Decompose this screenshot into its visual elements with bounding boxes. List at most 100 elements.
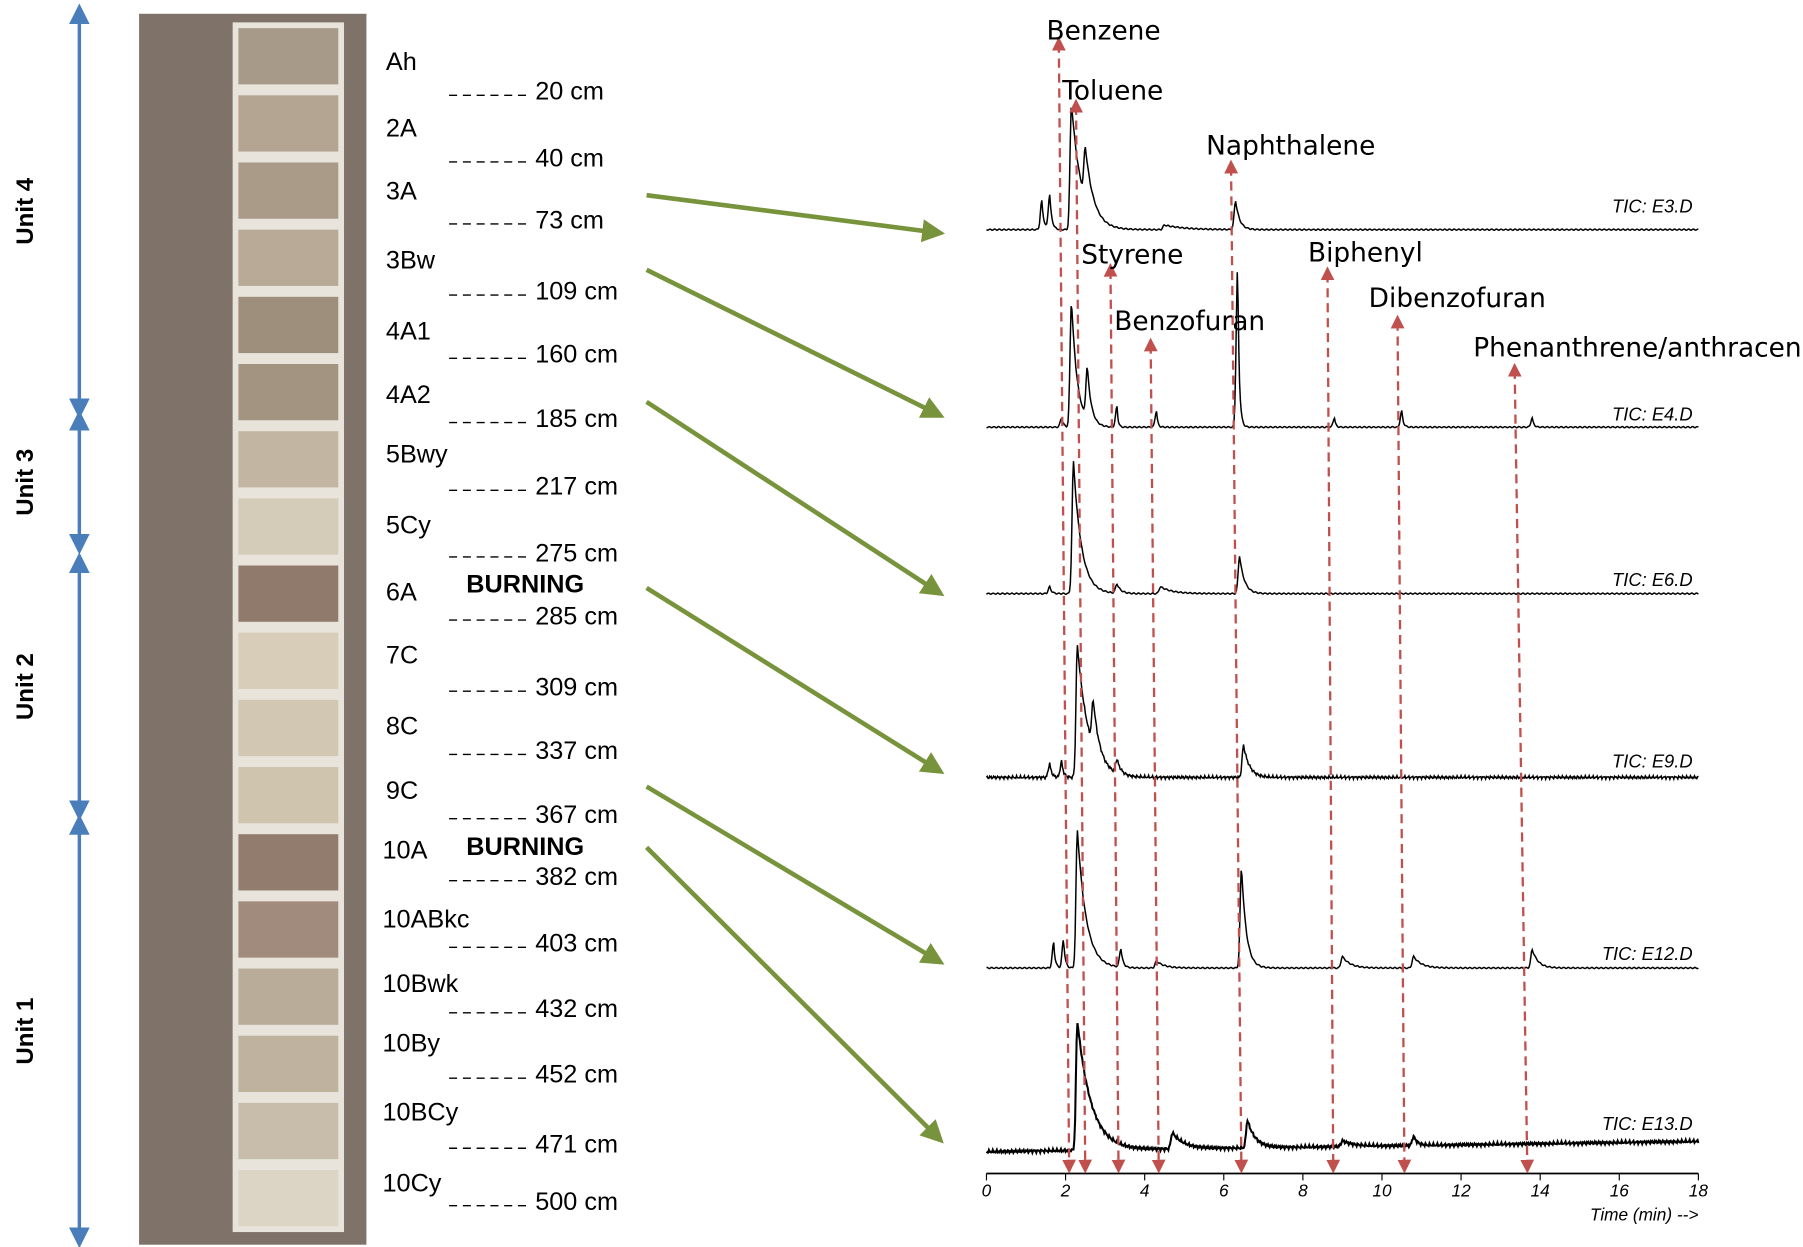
tick-label: 0 (982, 1180, 992, 1200)
horizon-label: 5Cy (386, 512, 431, 540)
compound-marker (1143, 337, 1166, 1174)
unit-label: Unit 1 (12, 998, 39, 1065)
depth-label: 367 cm (535, 801, 618, 829)
horizon-label: 7C (386, 641, 418, 669)
tick-label: 16 (1610, 1180, 1630, 1200)
tick-label: 4 (1140, 1180, 1150, 1200)
horizon-label: 2A (386, 114, 417, 142)
depth-label: 309 cm (535, 674, 618, 702)
depth-label: 185 cm (535, 405, 618, 433)
sample-arrow (645, 585, 945, 775)
soil-box (232, 694, 345, 762)
compound-marker (1507, 362, 1535, 1174)
compound-marker (1051, 36, 1076, 1174)
chromatogram-trace (985, 645, 1699, 782)
soil-box (232, 895, 345, 964)
tick-label: 8 (1298, 1180, 1308, 1200)
horizon-label: 6A (386, 578, 417, 606)
soil-box (232, 828, 345, 897)
tick-label: 14 (1531, 1180, 1550, 1200)
horizon-label: 5Bwy (386, 441, 448, 469)
horizon-label: 10Bwk (382, 970, 458, 998)
depth-label: 275 cm (535, 539, 618, 567)
chromatogram-label: TIC: E13.D (1602, 1113, 1693, 1134)
chromatogram-trace (986, 830, 1699, 970)
depth-label: 73 cm (535, 206, 604, 234)
tick-label: 2 (1060, 1180, 1071, 1200)
horizon-label: 10ABkc (382, 906, 469, 934)
horizon-label: 3A (386, 178, 417, 206)
compound-marker (1069, 98, 1093, 1174)
sample-arrow (646, 192, 946, 243)
horizon-label: 9C (386, 777, 418, 805)
depth-label: 40 cm (535, 144, 604, 172)
compound-label: Biphenyl (1308, 237, 1423, 268)
depth-label: 452 cm (535, 1061, 618, 1089)
soil-box (232, 291, 345, 359)
chromatogram-label: TIC: E3.D (1612, 196, 1693, 217)
chromatogram-label: TIC: E4.D (1612, 404, 1693, 425)
compound-label: Dibenzofuran (1369, 283, 1546, 314)
depth-label: 382 cm (535, 863, 618, 891)
soil-box (232, 22, 345, 91)
chromatogram-trace (986, 107, 1699, 232)
depth-label: 403 cm (535, 930, 618, 958)
burning-label: BURNING (466, 833, 584, 861)
compound-label: Toluene (1061, 75, 1163, 106)
depth-label: 471 cm (535, 1131, 618, 1159)
compound-marker (1390, 314, 1412, 1174)
chromatogram-label: TIC: E9.D (1612, 750, 1693, 771)
sample-arrow (645, 399, 945, 597)
horizon-label: 4A1 (386, 318, 431, 346)
soil-box (232, 761, 345, 830)
horizon-label: 10Cy (382, 1170, 441, 1198)
soil-box (232, 425, 345, 494)
compound-marker (1224, 159, 1249, 1174)
soil-box (232, 223, 345, 292)
soil-box (232, 962, 345, 1031)
horizon-label: 3Bw (386, 246, 436, 274)
sample-arrow (645, 784, 945, 965)
horizon-label: 10By (382, 1030, 440, 1058)
axis-title: Time (min) --> (1590, 1205, 1698, 1225)
depth-label: 20 cm (535, 78, 604, 106)
chromatogram-label: TIC: E6.D (1612, 569, 1693, 590)
soil-box (232, 492, 345, 561)
depth-label: 432 cm (535, 995, 618, 1023)
depth-label: 160 cm (535, 341, 618, 369)
chromatogram-label: TIC: E12.D (1602, 943, 1693, 964)
depth-label: 337 cm (535, 737, 618, 765)
soil-box (232, 1029, 345, 1098)
depth-label: 500 cm (535, 1188, 618, 1216)
sample-arrow (644, 845, 944, 1144)
soil-box (232, 1164, 345, 1233)
horizon-label: Ah (386, 48, 417, 76)
tick-label: 12 (1452, 1180, 1472, 1200)
horizon-label: 10BCy (382, 1098, 458, 1126)
horizon-label: 8C (386, 713, 418, 741)
unit-label: Unit 2 (12, 653, 39, 720)
tick-label: 10 (1372, 1180, 1392, 1200)
unit-label: Unit 3 (12, 449, 39, 516)
depth-label: 217 cm (535, 473, 618, 501)
sample-arrow (645, 267, 945, 418)
compound-label: Phenanthrene/anthracene (1473, 333, 1803, 364)
depth-label: 109 cm (535, 277, 618, 305)
tick-label: 6 (1219, 1180, 1229, 1200)
unit-label: Unit 4 (12, 177, 39, 245)
soil-box (232, 559, 345, 628)
soil-box (232, 89, 345, 158)
chromatogram-trace (985, 1023, 1700, 1156)
tick-label: 18 (1689, 1180, 1709, 1200)
soil-box (232, 358, 345, 427)
compound-marker (1103, 262, 1126, 1174)
burning-label: BURNING (466, 570, 584, 598)
soil-box (232, 1097, 345, 1165)
compound-label: Styrene (1081, 240, 1183, 271)
depth-label: 285 cm (535, 602, 618, 630)
chromatogram-trace (986, 461, 1699, 596)
compound-label: Benzene (1047, 16, 1161, 47)
compound-label: Benzofuran (1114, 306, 1265, 337)
